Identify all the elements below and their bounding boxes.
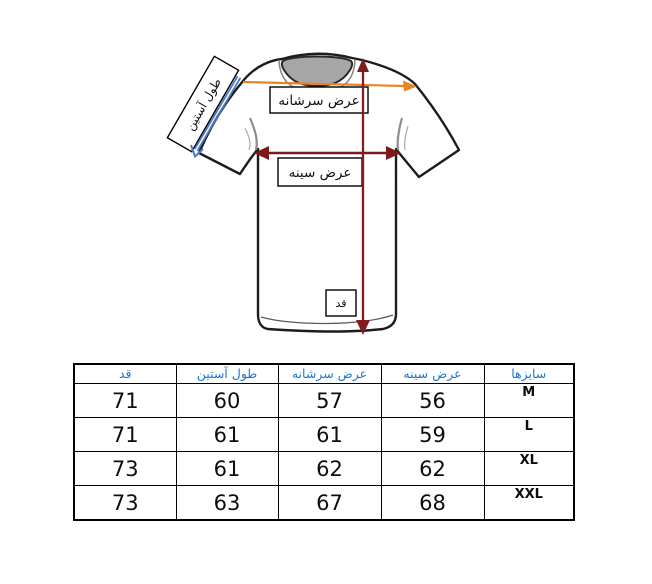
cell-sleeve: 63 [175,485,279,521]
table-row-l: 71 61 61 59 L [73,417,575,452]
cell-shoulder: 57 [277,383,382,418]
cell-length: 73 [73,451,177,486]
left-armpit-crease [248,117,258,151]
chest-width-arrow [254,146,401,160]
header-length: قد [73,363,177,384]
header-shoulder-width: عرض سرشانه [277,363,382,384]
hem-stitch-line [260,314,394,325]
cell-chest: 62 [380,451,485,486]
chest-width-label: عرض سینه [277,157,363,187]
cell-shoulder: 67 [277,485,382,521]
shoulder-width-label-text: عرض سرشانه [278,93,359,109]
chest-arrowhead-left [254,146,269,160]
cell-length: 71 [73,383,177,418]
length-arrowhead-bottom [356,320,370,335]
right-armpit-crease [396,117,404,151]
cell-size: L [483,417,575,452]
table-row-xxl: 73 63 67 68 XXL [73,485,575,521]
length-label-text: قد [335,297,346,310]
table-row-xl: 73 61 62 62 XL [73,451,575,486]
cell-length: 73 [73,485,177,521]
sleeve-length-arrow [190,75,242,159]
right-armpit-crease-2 [404,125,409,151]
cell-length: 71 [73,417,177,452]
header-sleeve-length: طول آستین [175,363,279,384]
cell-sleeve: 60 [175,383,279,418]
length-arrowhead-top [357,58,369,72]
table-row-m: 71 60 57 56 M [73,383,575,418]
tshirt-measurement-diagram: عرض سرشانه عرض سینه قد طول آستین [166,52,461,335]
header-sizes: سایزها [483,363,575,384]
size-table: قد طول آستین عرض سرشانه عرض سینه سایزها … [73,363,575,521]
cell-sleeve: 61 [175,417,279,452]
cell-shoulder: 62 [277,451,382,486]
tshirt-outline [197,52,461,333]
cell-chest: 68 [380,485,485,521]
shoulder-width-arrow [242,80,417,92]
sleeve-arrowhead [190,144,204,159]
cell-size: M [483,383,575,418]
length-label: قد [325,289,357,317]
cell-sleeve: 61 [175,451,279,486]
cell-chest: 59 [380,417,485,452]
cell-chest: 56 [380,383,485,418]
shoulder-width-label: عرض سرشانه [269,86,369,114]
chest-arrowhead-right [386,146,401,160]
shoulder-arrowhead [403,80,417,92]
tshirt-collar [280,55,354,88]
length-arrow [356,58,370,335]
left-armpit-crease-2 [244,127,251,151]
size-table-header-row: قد طول آستین عرض سرشانه عرض سینه سایزها [73,363,575,384]
cell-size: XL [483,451,575,486]
chest-width-label-text: عرض سینه [289,165,352,181]
cell-shoulder: 61 [277,417,382,452]
header-chest-width: عرض سینه [380,363,485,384]
cell-size: XXL [483,485,575,521]
